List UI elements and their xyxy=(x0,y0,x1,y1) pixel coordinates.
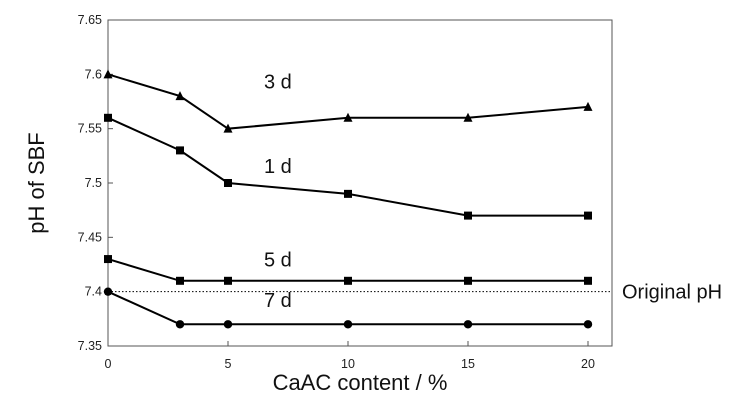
series-label: 1 d xyxy=(264,156,292,178)
x-tick-label: 10 xyxy=(341,357,355,371)
data-point xyxy=(464,211,472,220)
x-axis-title: CaAC content / % xyxy=(273,370,448,395)
y-axis-title: pH of SBF xyxy=(24,132,49,233)
data-point xyxy=(103,69,113,79)
data-point xyxy=(224,276,232,285)
series-line xyxy=(107,290,588,326)
reference-line-label: Original pH xyxy=(622,282,722,304)
plot-area xyxy=(107,19,613,347)
y-tick-label: 7.6 xyxy=(85,67,102,81)
series-1d: 1 d xyxy=(104,113,592,220)
data-point xyxy=(224,179,232,187)
data-point xyxy=(584,276,592,285)
series-label: 7 d xyxy=(264,290,292,312)
series-line xyxy=(107,73,589,130)
data-point xyxy=(343,112,353,122)
data-point xyxy=(103,287,113,296)
y-tick-label: 7.35 xyxy=(78,339,102,353)
y-tick-labels: 7.35 7.4 7.45 7.5 7.55 7.6 7.65 xyxy=(78,13,102,353)
x-tick-label: 15 xyxy=(461,357,475,371)
series-line xyxy=(107,116,588,217)
series-7d: 7 d xyxy=(103,287,593,329)
data-point xyxy=(344,189,352,198)
y-tick-label: 7.5 xyxy=(85,176,102,190)
x-tick-label: 20 xyxy=(581,357,595,371)
series-3d: 3 d xyxy=(103,69,593,133)
y-tick-label: 7.4 xyxy=(85,285,102,299)
data-point xyxy=(175,320,185,329)
data-point xyxy=(176,146,184,155)
y-tick-label: 7.65 xyxy=(78,13,102,27)
data-point xyxy=(463,112,473,122)
data-point xyxy=(463,320,473,329)
x-tick-labels: 0 5 10 15 20 xyxy=(105,357,595,371)
series-label: 3 d xyxy=(264,71,292,93)
data-point xyxy=(584,211,592,220)
data-point xyxy=(223,123,233,133)
data-point xyxy=(343,320,353,329)
data-point xyxy=(104,113,112,122)
y-tick-label: 7.45 xyxy=(78,230,102,244)
data-point xyxy=(583,101,593,111)
series-5d: 5 d xyxy=(104,250,592,285)
data-point xyxy=(344,276,352,285)
data-point xyxy=(175,91,185,101)
x-tick-label: 0 xyxy=(105,357,112,371)
x-tick-label: 5 xyxy=(225,357,232,371)
data-point xyxy=(223,320,233,329)
data-point xyxy=(176,276,184,285)
data-point xyxy=(583,320,593,329)
data-point xyxy=(464,276,472,285)
y-tick-label: 7.55 xyxy=(78,122,102,136)
series-label: 5 d xyxy=(264,250,292,272)
series-line xyxy=(107,258,588,282)
series-group: 3 d 1 d 5 d 7 d xyxy=(103,69,593,329)
data-point xyxy=(104,255,112,264)
